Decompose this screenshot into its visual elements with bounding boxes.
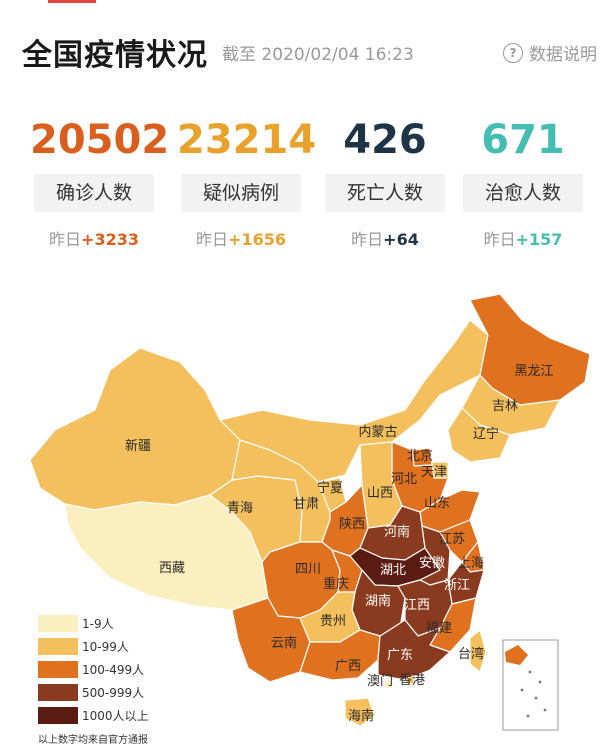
province-label: 北京	[407, 449, 433, 464]
province-region[interactable]	[383, 679, 394, 689]
stat-cured: 671 治愈人数 昨日+157	[459, 118, 587, 250]
legend-row: 1000人以上	[38, 704, 218, 727]
legend-label: 10-99人	[82, 640, 129, 654]
legend-swatch	[38, 638, 78, 655]
inset-land	[505, 645, 528, 665]
inset-island	[534, 696, 538, 700]
province-label: 宁夏	[317, 480, 343, 496]
province-label: 辽宁	[473, 426, 499, 442]
province-label: 广西	[335, 659, 361, 674]
province-region[interactable]	[377, 619, 451, 681]
question-icon: ?	[503, 42, 523, 63]
source-note: 以上数字均来自官方通报	[38, 735, 148, 746]
legend-row: 1-9人	[38, 612, 218, 635]
stat-deaths: 426 死亡人数 昨日+64	[321, 118, 449, 250]
province-label: 天津	[421, 465, 447, 480]
stat-delta-value: +1656	[228, 230, 286, 249]
province-region[interactable]	[219, 319, 489, 483]
stats-panel: 20502 确诊人数 昨日+3233 23214 疑似病例 昨日+1656 42…	[30, 117, 590, 250]
legend-label: 500-999人	[82, 686, 145, 700]
stat-value: 20502	[30, 117, 170, 163]
stat-value: 23214	[177, 117, 317, 163]
legend-label: 1000人以上	[82, 709, 149, 723]
stat-delta-value: +64	[383, 230, 419, 249]
province-label: 四川	[295, 562, 321, 577]
stat-label: 确诊人数	[34, 174, 154, 212]
stat-delta: 昨日+64	[351, 230, 419, 249]
header: 全国疫情状况 截至 2020/02/04 16:23 ? 数据说明	[22, 30, 597, 74]
province-label: 重庆	[323, 576, 349, 592]
province-label: 安徽	[419, 556, 445, 571]
inset-island	[538, 680, 542, 684]
china-epidemic-map: 新疆西藏 青海 甘肃 宁夏 内蒙古 黑龙江吉林辽宁北京 天津 河北 山西山东陕西 河南四川 重庆 湖北…	[0, 280, 613, 754]
inset-island	[526, 714, 530, 718]
legend-label: 1-9人	[82, 617, 114, 631]
inset-island	[543, 708, 547, 712]
province-label: 香港	[399, 673, 425, 688]
data-explain-label: 数据说明	[529, 45, 597, 65]
province-label: 陕西	[339, 517, 365, 532]
province-label: 青海	[227, 501, 253, 516]
stat-delta: 昨日+1656	[196, 230, 286, 249]
legend-row: 10-99人	[38, 635, 218, 658]
province-label: 广东	[387, 648, 413, 663]
province-label: 山东	[424, 496, 450, 511]
legend-swatch	[38, 615, 78, 632]
inset-island	[528, 670, 532, 674]
province-label: 吉林	[492, 399, 518, 414]
stat-suspected: 23214 疑似病例 昨日+1656	[177, 117, 317, 250]
province-label: 江苏	[439, 531, 465, 547]
province-label: 湖北	[380, 563, 406, 578]
province-label: 江西	[404, 598, 430, 613]
page-title: 全国疫情状况	[22, 38, 208, 73]
province-label: 西藏	[159, 561, 185, 576]
legend-label: 100-499人	[82, 663, 145, 677]
inset-island	[520, 688, 524, 692]
province-region[interactable]	[29, 347, 241, 511]
province-label: 黑龙江	[514, 364, 553, 379]
province-label: 福建	[426, 621, 452, 636]
province-region[interactable]	[469, 293, 591, 406]
legend-row: 500-999人	[38, 681, 218, 704]
province-label: 贵州	[320, 614, 346, 629]
stat-delta: 昨日+3233	[49, 230, 139, 249]
province-label: 河南	[384, 524, 410, 540]
province-label: 云南	[271, 635, 297, 651]
map-legend: 1-9人 10-99人 100-499人 500-999人 1000人以上	[38, 612, 218, 727]
stat-delta-value: +3233	[81, 230, 139, 249]
stat-label: 疑似病例	[181, 174, 301, 212]
province-label: 海南	[348, 708, 374, 724]
legend-swatch	[38, 684, 78, 701]
province-label: 浙江	[444, 578, 470, 593]
province-label: 湖南	[365, 593, 391, 609]
data-explain-link[interactable]: ? 数据说明	[503, 40, 597, 65]
stat-value: 426	[343, 117, 427, 163]
province-region[interactable]	[344, 697, 376, 727]
legend-swatch	[38, 661, 78, 678]
stat-value: 671	[481, 117, 565, 163]
province-label: 山西	[367, 486, 393, 501]
province-label: 新疆	[125, 438, 151, 454]
stat-label: 治愈人数	[463, 174, 583, 212]
province-label: 澳门	[367, 673, 393, 689]
province-region[interactable]	[447, 407, 511, 463]
legend-swatch	[38, 707, 78, 724]
province-region[interactable]	[469, 629, 487, 673]
legend-row: 100-499人	[38, 658, 218, 681]
stat-delta-value: +157	[515, 230, 563, 249]
province-label: 内蒙古	[358, 424, 397, 440]
province-label: 上海	[458, 556, 484, 571]
province-label: 台湾	[458, 646, 484, 662]
stat-delta: 昨日+157	[483, 230, 563, 249]
province-region[interactable]	[404, 675, 415, 685]
province-label: 甘肃	[293, 497, 319, 512]
top-accent-bar	[48, 0, 96, 3]
province-label: 河北	[391, 472, 417, 487]
timestamp: 截至 2020/02/04 16:23	[222, 45, 414, 65]
stat-label: 死亡人数	[325, 174, 445, 212]
stat-confirmed: 20502 确诊人数 昨日+3233	[30, 117, 170, 250]
